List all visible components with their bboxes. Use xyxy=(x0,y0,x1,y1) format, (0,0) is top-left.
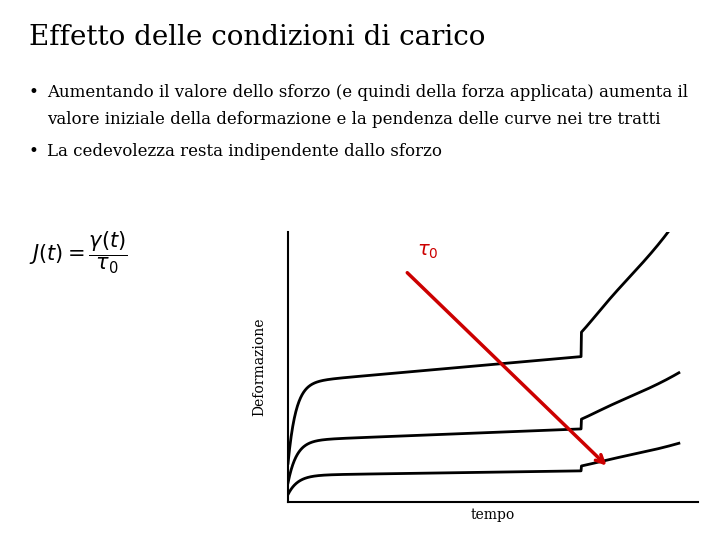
Text: Deformazione: Deformazione xyxy=(252,318,266,416)
Text: Aumentando il valore dello sforzo (e quindi della forza applicata) aumenta il: Aumentando il valore dello sforzo (e qui… xyxy=(47,84,688,100)
Text: •: • xyxy=(29,143,39,160)
Text: •: • xyxy=(29,84,39,100)
Text: $J(t)=\dfrac{\gamma(t)}{\tau_0}$: $J(t)=\dfrac{\gamma(t)}{\tau_0}$ xyxy=(29,230,127,275)
Text: $\tau_0$: $\tau_0$ xyxy=(417,242,438,261)
Text: valore iniziale della deformazione e la pendenza delle curve nei tre tratti: valore iniziale della deformazione e la … xyxy=(47,111,660,127)
Text: Effetto delle condizioni di carico: Effetto delle condizioni di carico xyxy=(29,24,485,51)
Text: La cedevolezza resta indipendente dallo sforzo: La cedevolezza resta indipendente dallo … xyxy=(47,143,442,160)
X-axis label: tempo: tempo xyxy=(471,508,516,522)
